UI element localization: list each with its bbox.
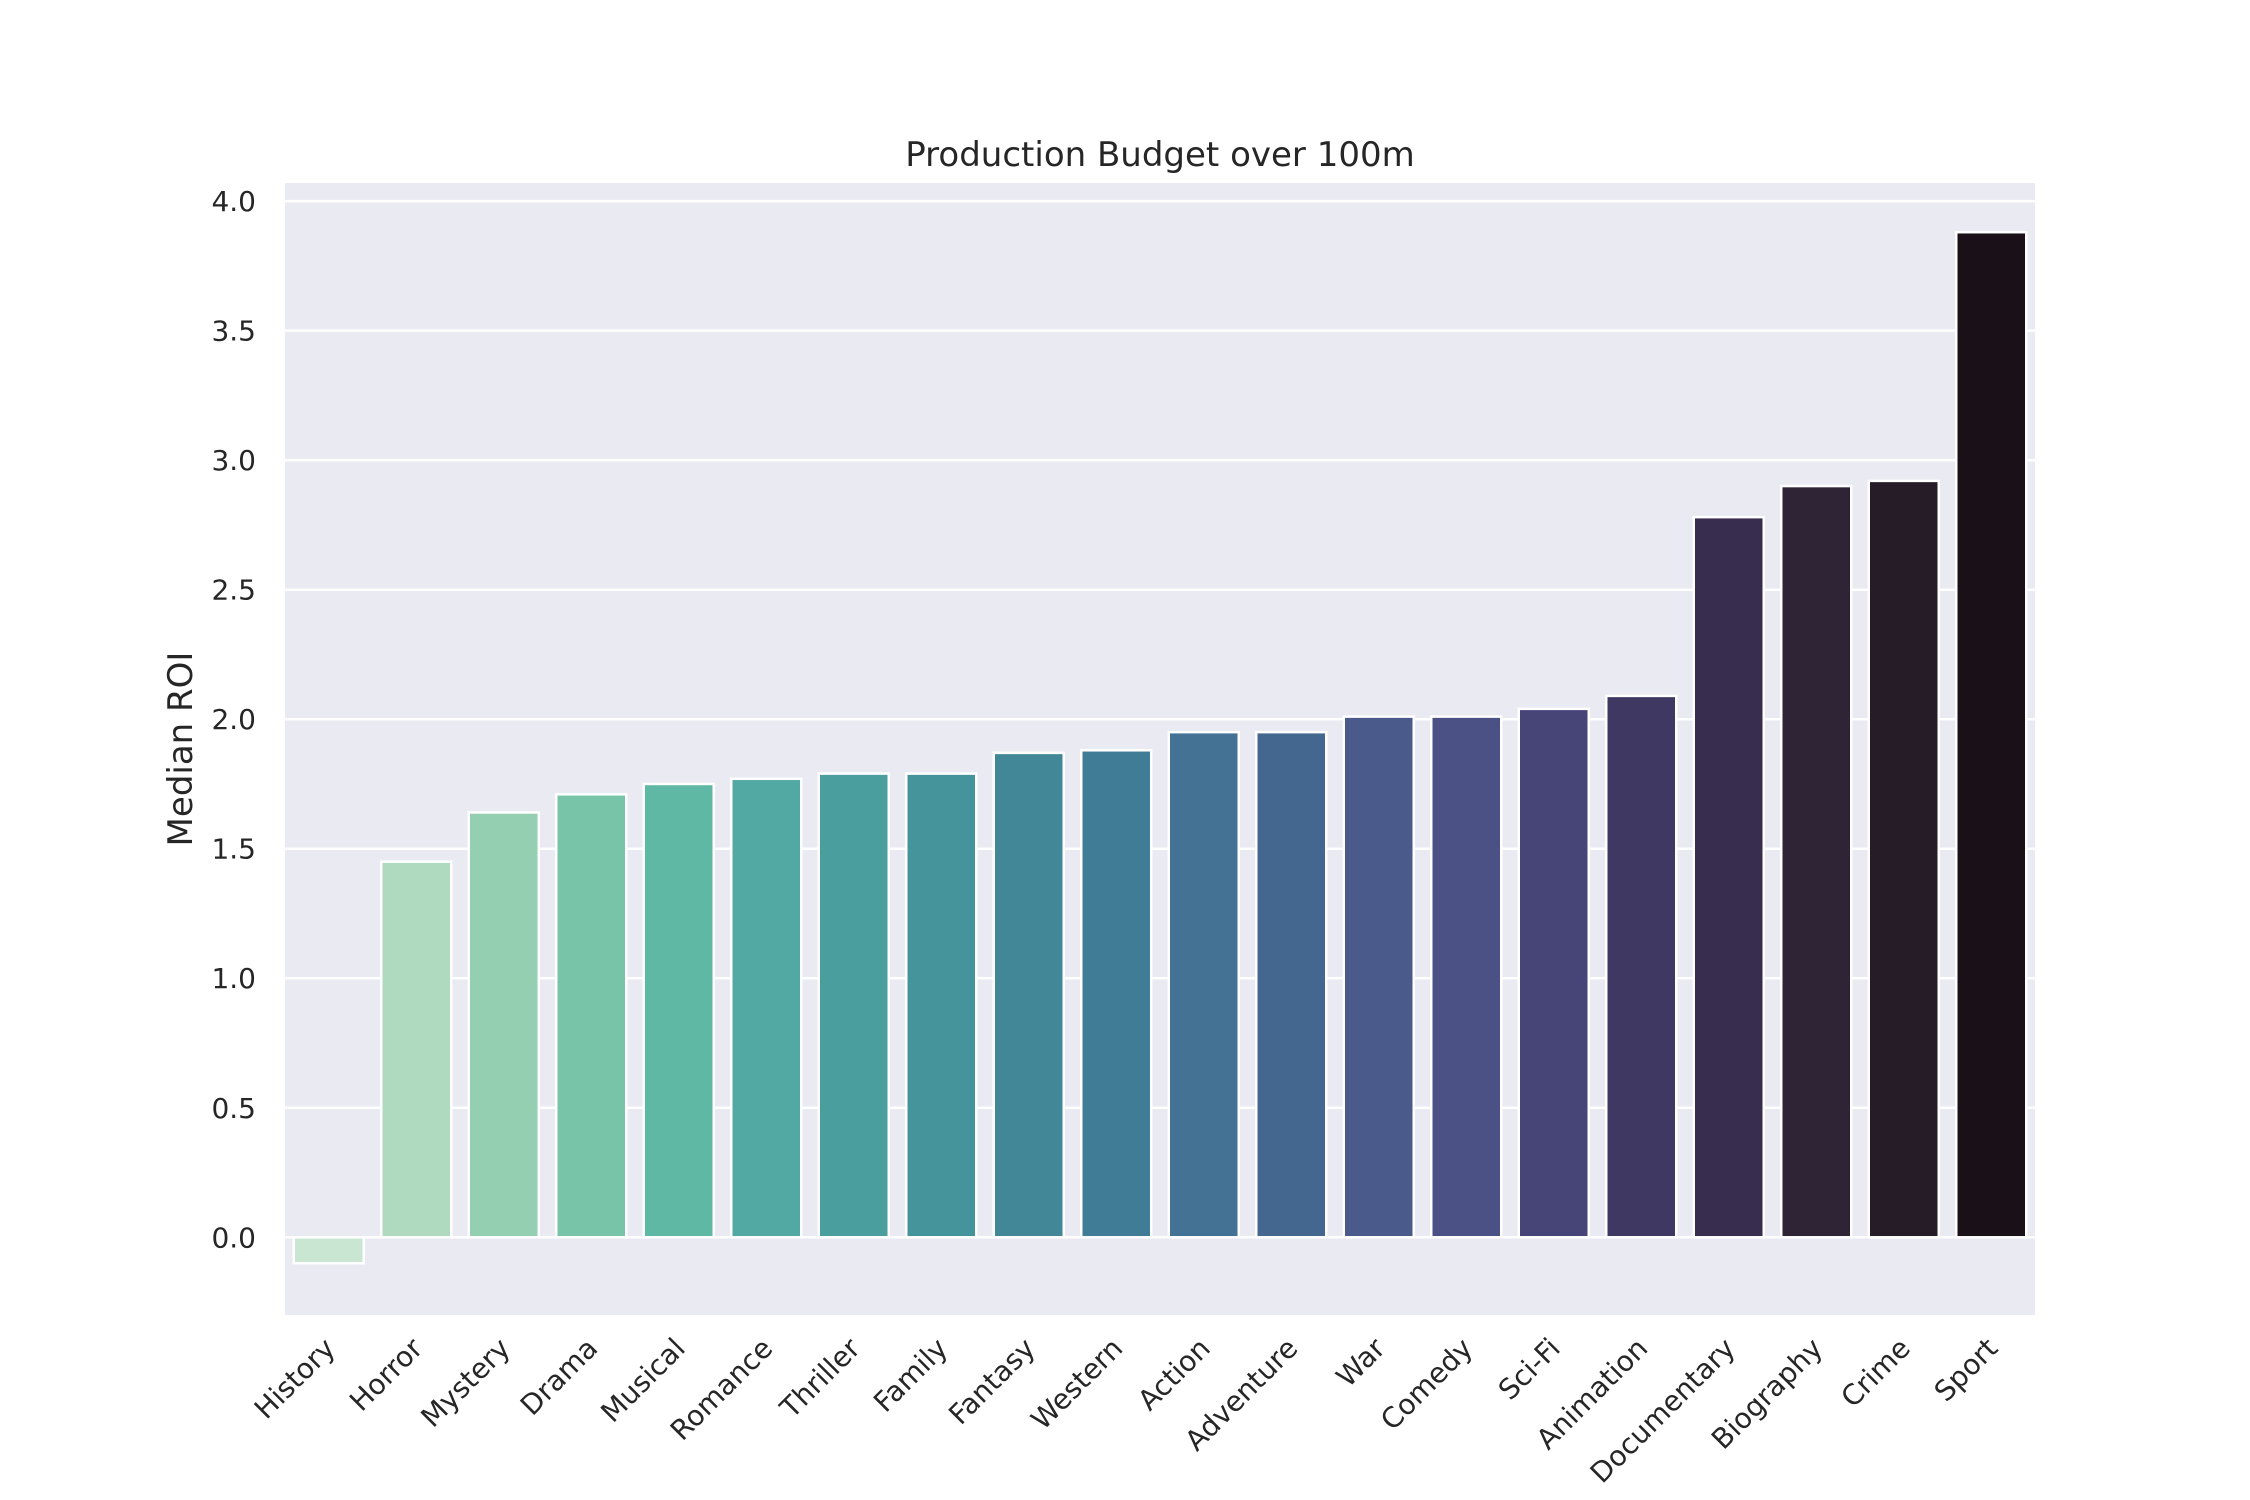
y-axis-title: Median ROI xyxy=(161,652,201,847)
x-tick-label: Sport xyxy=(1928,1332,2005,1409)
bar-family xyxy=(905,772,978,1239)
x-tick-label: History xyxy=(248,1332,342,1426)
y-tick-label: 0.0 xyxy=(211,1221,256,1254)
y-tick-label: 1.0 xyxy=(211,962,256,995)
bar-action xyxy=(1167,730,1240,1239)
x-tick-label: Comedy xyxy=(1374,1332,1479,1437)
bar-fantasy xyxy=(992,751,1065,1239)
x-tick-label: Western xyxy=(1025,1332,1130,1437)
y-tick-label: 2.0 xyxy=(211,703,256,736)
bar-thriller xyxy=(817,772,890,1239)
y-tick-label: 1.5 xyxy=(211,833,256,866)
x-tick-labels: History HorrorMysteryDramaMusicalRomanceT… xyxy=(248,1331,2004,1489)
bar-romance xyxy=(730,777,803,1239)
chart-title: Production Budget over 100m xyxy=(905,135,1414,175)
x-tick-label: Thriller xyxy=(773,1331,867,1425)
bar-sci-fi xyxy=(1517,707,1590,1239)
x-tick-label: Sci-Fi xyxy=(1492,1332,1567,1407)
bar-mystery xyxy=(467,811,540,1239)
x-tick-label: Family xyxy=(867,1332,954,1419)
x-tick-label: Crime xyxy=(1834,1332,1916,1414)
y-tick-label: 3.0 xyxy=(211,444,256,477)
bar-sport xyxy=(1955,230,2028,1239)
y-tick-label: 4.0 xyxy=(211,185,256,218)
y-tick-label: 2.5 xyxy=(211,574,256,607)
y-tick-labels: 0.0 0.5 1.0 1.5 2.0 2.5 3.0 3.5 4.0 xyxy=(211,185,256,1254)
bar-drama xyxy=(555,793,628,1239)
bar-history xyxy=(292,1236,365,1265)
x-tick-label: Action xyxy=(1131,1332,1216,1417)
bar-horror xyxy=(380,860,453,1239)
bar-adventure xyxy=(1255,730,1328,1239)
x-tick-label: Drama xyxy=(514,1332,604,1422)
bar-animation xyxy=(1605,694,1678,1239)
bar-musical xyxy=(642,782,715,1239)
bar-war xyxy=(1342,715,1415,1239)
bar-biography xyxy=(1780,484,1853,1239)
bar-comedy xyxy=(1430,715,1503,1239)
bar-western xyxy=(1080,749,1153,1239)
bar-crime xyxy=(1867,479,1940,1239)
x-tick-label: War xyxy=(1330,1331,1392,1393)
y-tick-label: 3.5 xyxy=(211,315,256,348)
y-tick-label: 0.5 xyxy=(211,1092,256,1125)
x-tick-label: Mystery xyxy=(414,1332,516,1434)
plot-background xyxy=(285,183,2035,1315)
bars xyxy=(292,230,2028,1265)
bar-documentary xyxy=(1692,515,1765,1239)
x-tick-label: Horror xyxy=(343,1331,429,1417)
